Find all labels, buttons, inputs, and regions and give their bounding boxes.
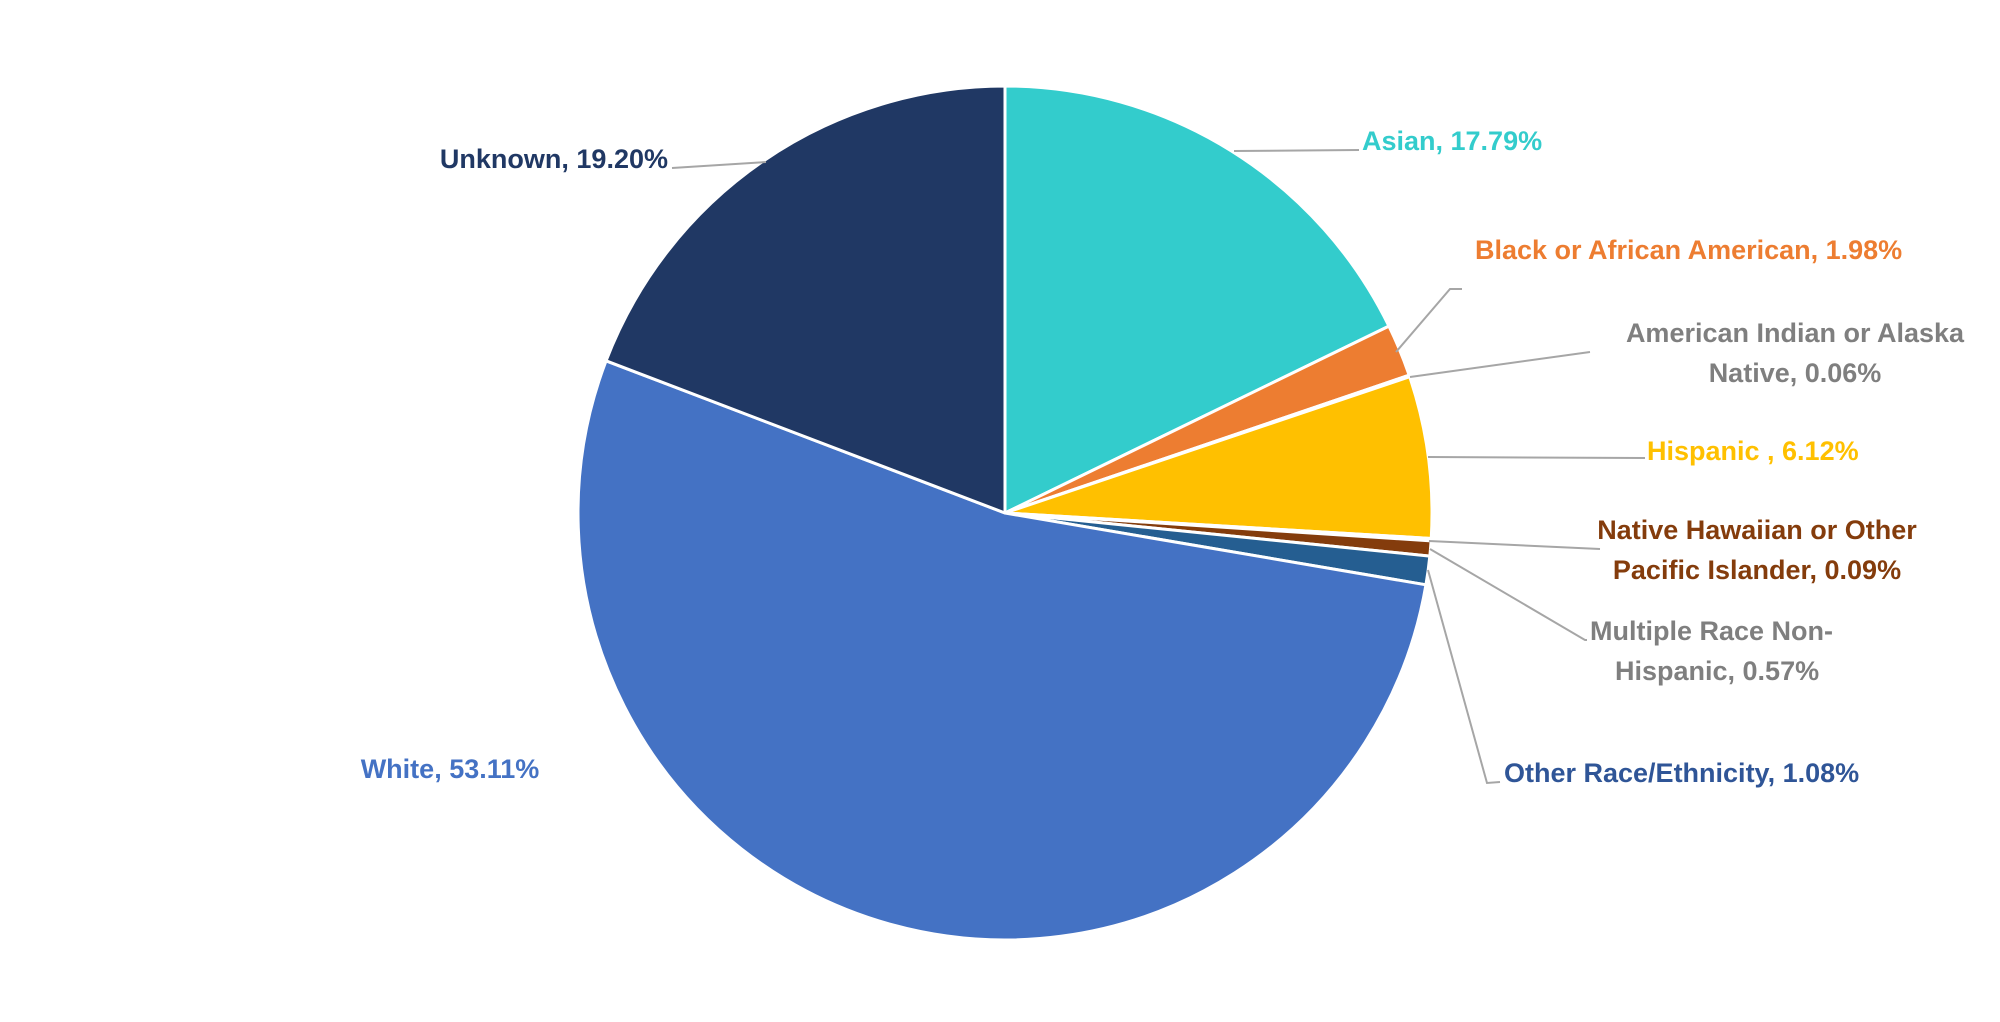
slice-label-line: Unknown, 19.20% xyxy=(440,144,668,174)
pie-slices xyxy=(576,84,1434,942)
leader-line xyxy=(1233,149,1360,152)
slice-label-line: Other Race/Ethnicity, 1.08% xyxy=(1504,758,1859,788)
slice-label-line: White, 53.11% xyxy=(361,754,540,784)
slice-label-line: Multiple Race Non- xyxy=(1590,616,1833,646)
leader-lines xyxy=(671,149,1646,785)
slice-label: Black or African American, 1.98% xyxy=(1475,235,1902,265)
leader-line xyxy=(1429,548,1587,641)
slice-label-line: Native, 0.06% xyxy=(1709,358,1882,388)
leader-line xyxy=(1409,351,1591,378)
slice-label: American Indian or Alaska Native, 0.06% xyxy=(1626,318,1965,388)
slice-label-line: Pacific Islander, 0.09% xyxy=(1613,555,1901,585)
slice-label-line: Hispanic, 0.57% xyxy=(1615,656,1819,686)
pie-slice-asian xyxy=(1003,84,1391,515)
slice-label-line: Native Hawaiian or Other xyxy=(1597,515,1917,545)
leader-line xyxy=(1395,288,1462,353)
leader-line xyxy=(1427,569,1501,785)
slice-label: Unknown, 19.20% xyxy=(440,144,668,174)
slice-label: Asian, 17.79% xyxy=(1362,126,1542,156)
slice-label-line: Black or African American, 1.98% xyxy=(1475,235,1902,265)
leader-line xyxy=(1427,456,1646,459)
leader-line xyxy=(671,161,767,169)
leader-line xyxy=(1428,540,1601,550)
slice-label-line: American Indian or Alaska xyxy=(1626,318,1965,348)
pie-slice-white xyxy=(576,359,1428,942)
slice-label: Native Hawaiian or Other Pacific Islander… xyxy=(1597,515,1917,585)
slice-label: Multiple Race Non- Hispanic, 0.57% xyxy=(1590,616,1833,686)
slice-label-line: Asian, 17.79% xyxy=(1362,126,1542,156)
slice-label: White, 53.11% xyxy=(361,754,540,784)
slice-label: Other Race/Ethnicity, 1.08% xyxy=(1504,758,1859,788)
slice-labels: Asian, 17.79% Black or African American, … xyxy=(361,126,1965,788)
slice-label: Hispanic , 6.12% xyxy=(1647,436,1859,466)
slice-label-line: Hispanic , 6.12% xyxy=(1647,436,1859,466)
